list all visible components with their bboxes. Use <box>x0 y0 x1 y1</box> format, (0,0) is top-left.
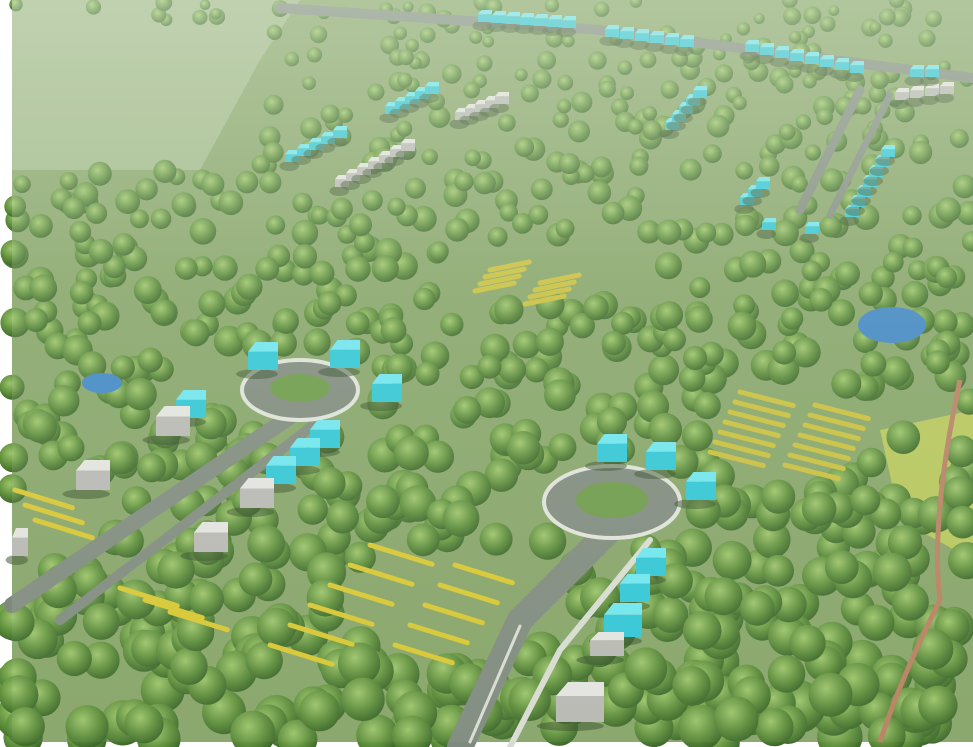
haze <box>12 0 973 742</box>
